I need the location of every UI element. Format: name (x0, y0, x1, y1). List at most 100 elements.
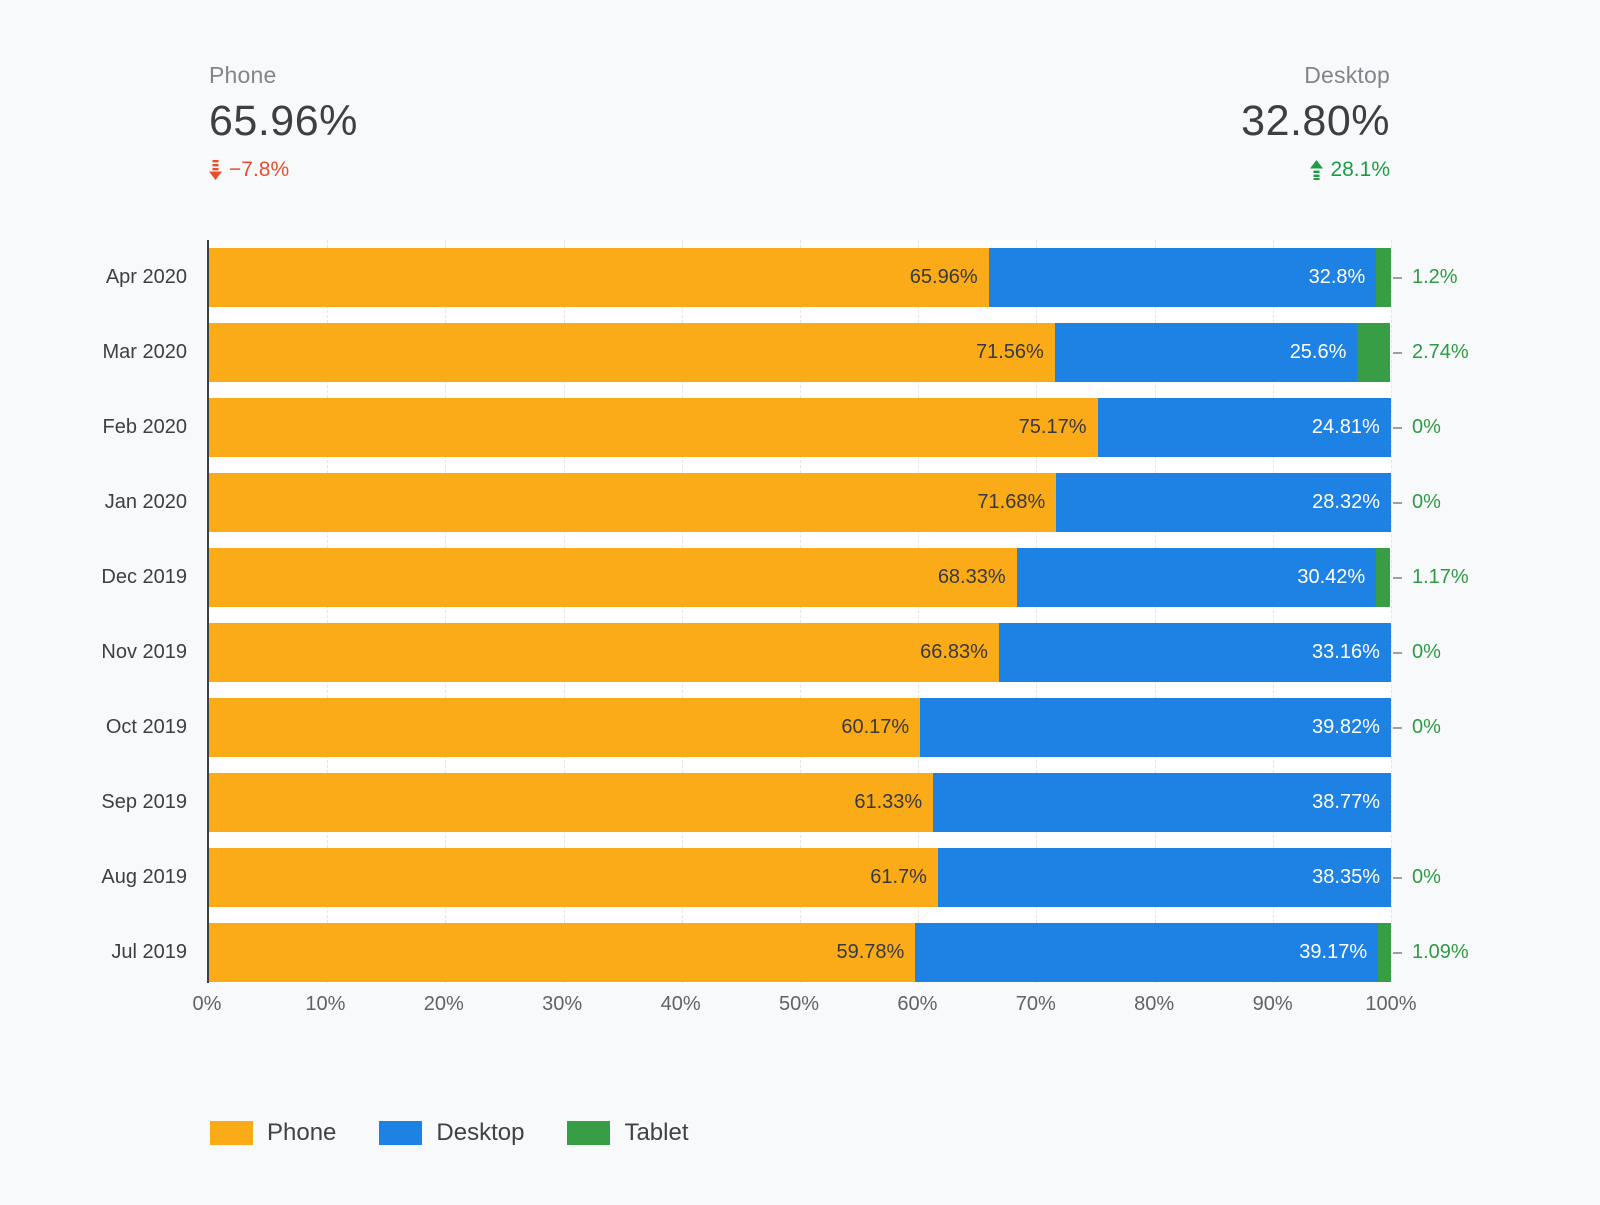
bar-segment-desktop[interactable]: 32.8% (988, 248, 1377, 307)
bar-segment-desktop[interactable]: 25.6% (1054, 323, 1358, 382)
bar-segment-phone[interactable]: 60.17% (209, 698, 921, 757)
tablet-value-label: 0% (1412, 716, 1441, 738)
legend-item-phone[interactable]: Phone (210, 1119, 336, 1147)
gridline (327, 240, 329, 983)
tablet-value-label: 2.74% (1412, 341, 1469, 363)
kpi-desktop-value: 32.80% (1241, 97, 1390, 145)
bar-row: Apr 2020 65.96% 32.8% 1.2% (106, 248, 1458, 307)
bar-segment-phone[interactable]: 66.83% (209, 623, 999, 682)
bar-segment-tablet[interactable] (1357, 323, 1390, 382)
kpi-phone-title: Phone (209, 62, 277, 88)
phone-value-label: 66.83% (920, 641, 988, 663)
kpi-phone: Phone 65.96% −7.8% (209, 62, 358, 185)
phone-value-label: 61.7% (870, 866, 927, 888)
phone-value-label: 68.33% (937, 566, 1006, 588)
bar-segment-desktop[interactable]: 38.35% (937, 848, 1391, 907)
desktop-value-label: 39.17% (1299, 941, 1368, 963)
bar-row: Jul 2019 59.78% 39.17% 1.09% (111, 923, 1469, 982)
y-axis-label: Sep 2019 (101, 791, 187, 813)
gridline (1391, 240, 1392, 983)
y-axis-label: Oct 2019 (105, 716, 187, 738)
stacked-bar: 59.78% 39.17% (209, 923, 1392, 982)
bar-segment-tablet[interactable] (1376, 248, 1391, 307)
desktop-value-label: 33.16% (1312, 641, 1380, 663)
gridline (918, 240, 920, 983)
bar-segment-phone[interactable]: 68.33% (209, 548, 1017, 607)
gridline (445, 240, 447, 983)
kpi-phone-value: 65.96% (209, 97, 358, 145)
bar-segment-desktop[interactable]: 33.16% (998, 623, 1391, 682)
tablet-value-label: 0% (1412, 491, 1441, 513)
tablet-swatch-icon (567, 1121, 611, 1145)
tablet-leader-dash (1393, 576, 1402, 579)
desktop-value-label: 25.6% (1289, 341, 1347, 363)
kpi-desktop: Desktop 32.80% 28.1% (1241, 62, 1390, 185)
x-axis-tick: 50% (778, 993, 820, 1015)
x-axis-tick: 80% (1134, 993, 1175, 1015)
kpi-desktop-delta: 28.1% (1310, 158, 1390, 182)
phone-value-label: 61.33% (854, 791, 923, 813)
x-axis-tick: 90% (1252, 993, 1293, 1015)
gridline (681, 240, 683, 983)
phone-value-label: 75.17% (1018, 416, 1087, 438)
bar-segment-phone[interactable]: 75.17% (209, 398, 1098, 457)
bar-segment-phone[interactable]: 59.78% (209, 923, 916, 982)
stacked-bar-chart: Apr 2020 65.96% 32.8% 1.2% Mar 2020 71.5… (101, 240, 1469, 983)
chart-legend: Phone Desktop Tablet (210, 1119, 732, 1147)
tablet-leader-dash (1393, 951, 1402, 954)
x-axis-tick: 40% (660, 993, 701, 1015)
bar-row: Sep 2019 61.33% 38.77% (101, 773, 1391, 832)
tablet-leader-dash (1393, 651, 1402, 654)
bar-segment-tablet[interactable] (1378, 923, 1392, 982)
bar-segment-desktop[interactable]: 30.42% (1016, 548, 1377, 607)
phone-value-label: 65.96% (909, 266, 978, 288)
phone-swatch-icon (210, 1121, 253, 1145)
stacked-bar: 65.96% 32.8% (209, 248, 1391, 307)
gridline (563, 240, 565, 983)
legend-item-desktop[interactable]: Desktop (379, 1119, 524, 1147)
gridline (800, 240, 801, 983)
desktop-value-label: 38.35% (1312, 866, 1380, 888)
stacked-bar: 61.33% 38.77% (209, 773, 1391, 832)
bar-segment-desktop[interactable]: 24.81% (1097, 398, 1391, 457)
stacked-bar: 66.83% 33.16% (209, 623, 1391, 682)
bar-segment-desktop[interactable]: 39.17% (915, 923, 1379, 982)
x-axis-tick: 60% (897, 993, 938, 1015)
bar-segment-phone[interactable]: 71.68% (209, 473, 1057, 532)
bar-segment-desktop[interactable]: 38.77% (933, 773, 1391, 832)
x-axis: 0% 10% 20% 30% 40% 50% 60% 70% 80% 90% 1… (193, 993, 1417, 1019)
phone-value-label: 71.68% (977, 491, 1046, 513)
tablet-leader-dash (1393, 426, 1402, 429)
bar-segment-phone[interactable]: 71.56% (209, 323, 1055, 382)
x-axis-tick: 100% (1365, 993, 1417, 1015)
down-arrow-icon (209, 160, 222, 180)
legend-label: Phone (267, 1119, 337, 1146)
bar-segment-desktop[interactable]: 39.82% (920, 698, 1391, 757)
bar-segment-phone[interactable]: 61.7% (209, 848, 938, 907)
tablet-leader-dash (1393, 876, 1402, 879)
bar-segment-tablet[interactable] (1376, 548, 1391, 607)
tablet-value-label: 1.2% (1412, 266, 1458, 288)
legend-item-tablet[interactable]: Tablet (567, 1119, 689, 1147)
gridline (1036, 240, 1038, 983)
y-axis-label: Mar 2020 (102, 341, 188, 363)
tablet-leader-dash (1393, 726, 1402, 729)
bar-segment-phone[interactable]: 61.33% (209, 773, 934, 832)
tablet-value-label: 0% (1412, 866, 1441, 888)
stacked-bar: 60.17% 39.82% (209, 698, 1391, 757)
kpi-desktop-title: Desktop (1304, 62, 1390, 88)
desktop-value-label: 38.77% (1312, 791, 1380, 813)
desktop-value-label: 24.81% (1311, 416, 1380, 438)
stacked-bar: 71.56% 25.6% (209, 323, 1391, 382)
gridline (1272, 240, 1274, 983)
y-axis-label: Jul 2019 (111, 941, 187, 963)
legend-label: Desktop (436, 1119, 525, 1146)
desktop-value-label: 39.82% (1312, 716, 1380, 738)
legend-label: Tablet (624, 1119, 689, 1146)
y-axis-label: Jan 2020 (104, 491, 187, 513)
bar-segment-phone[interactable]: 65.96% (209, 248, 989, 307)
stacked-bar: 71.68% 28.32% (209, 473, 1391, 532)
bar-segment-desktop[interactable]: 28.32% (1056, 473, 1391, 532)
bar-row: Dec 2019 68.33% 30.42% 1.17% (101, 548, 1469, 607)
tablet-value-label: 1.09% (1412, 941, 1469, 963)
